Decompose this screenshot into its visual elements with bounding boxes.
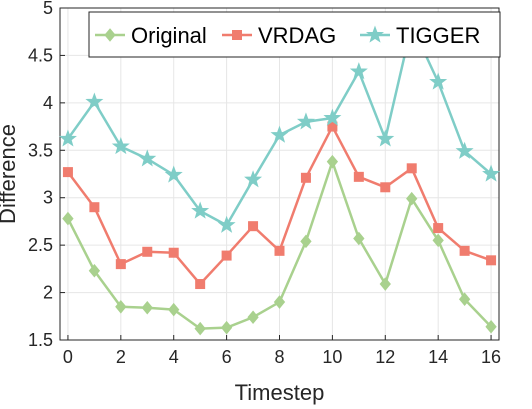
y-tick-label: 2.5 bbox=[28, 235, 53, 255]
legend-box bbox=[88, 11, 501, 58]
data-point-original bbox=[432, 233, 444, 248]
y-tick-label: 3.5 bbox=[28, 140, 53, 160]
grid-lines bbox=[60, 7, 499, 341]
data-point-vrdag bbox=[300, 172, 311, 183]
x-tick-label: 16 bbox=[481, 347, 501, 367]
x-tick-label: 10 bbox=[322, 347, 342, 367]
data-point-original bbox=[326, 154, 339, 169]
y-tick-label: 2 bbox=[43, 283, 53, 303]
x-axis-label: Timestep bbox=[235, 380, 325, 405]
legend-marker bbox=[365, 25, 385, 43]
data-point-tigger bbox=[191, 201, 210, 219]
x-tick-label: 6 bbox=[222, 347, 232, 367]
data-point-vrdag bbox=[248, 221, 259, 232]
x-tick-label: 14 bbox=[428, 347, 448, 367]
legend-entry-vrdag: VRDAG bbox=[222, 23, 336, 48]
data-point-original bbox=[379, 277, 391, 291]
data-point-vrdag bbox=[195, 279, 206, 290]
legend-label: VRDAG bbox=[258, 23, 336, 48]
data-point-vrdag bbox=[168, 247, 179, 258]
data-point-original bbox=[406, 191, 418, 206]
data-point-original bbox=[168, 302, 180, 317]
data-point-vrdag bbox=[274, 245, 285, 256]
data-point-original bbox=[194, 321, 206, 336]
legend: Original VRDAG TIGGER bbox=[88, 11, 501, 58]
series-vrdag bbox=[62, 121, 497, 290]
data-point-vrdag bbox=[353, 171, 364, 182]
legend-marker bbox=[104, 28, 116, 42]
data-point-tigger bbox=[323, 108, 342, 126]
data-point-vrdag bbox=[406, 163, 417, 174]
x-tick-label: 8 bbox=[274, 347, 284, 367]
data-point-vrdag bbox=[142, 246, 153, 257]
y-tick-label: 4 bbox=[43, 93, 53, 113]
data-point-tigger bbox=[270, 125, 289, 143]
data-point-original bbox=[141, 300, 153, 315]
data-point-tigger bbox=[138, 149, 157, 167]
x-tick-label: 0 bbox=[63, 347, 73, 367]
data-point-vrdag bbox=[221, 250, 232, 261]
data-point-tigger bbox=[455, 141, 474, 159]
data-point-tigger bbox=[217, 215, 236, 233]
data-point-vrdag bbox=[327, 121, 338, 132]
series-original bbox=[62, 154, 497, 336]
legend-entry-tigger: TIGGER bbox=[360, 23, 480, 48]
x-axis: 0 2 4 6 8 10 12 14 16 bbox=[63, 335, 501, 367]
data-point-original bbox=[300, 234, 312, 249]
data-point-tigger bbox=[482, 164, 501, 182]
data-point-tigger bbox=[296, 112, 315, 130]
data-point-original bbox=[247, 310, 259, 325]
data-point-tigger bbox=[244, 170, 263, 188]
y-tick-label: 4.5 bbox=[28, 45, 53, 65]
y-tick-label: 1.5 bbox=[28, 330, 53, 350]
data-point-original bbox=[220, 320, 233, 335]
data-point-vrdag bbox=[115, 259, 126, 270]
y-tick-label: 5 bbox=[43, 0, 53, 18]
y-tick-label: 3 bbox=[43, 188, 53, 208]
legend-marker bbox=[232, 30, 242, 40]
data-point-vrdag bbox=[433, 223, 444, 234]
y-axis-label: Difference bbox=[0, 124, 20, 224]
data-point-tigger bbox=[58, 129, 77, 147]
data-point-tigger bbox=[376, 129, 395, 147]
data-point-tigger bbox=[164, 165, 183, 183]
y-axis: 1.5 2 2.5 3 3.5 4 4.5 5 bbox=[28, 0, 65, 350]
data-point-vrdag bbox=[62, 167, 73, 178]
data-point-original bbox=[353, 231, 365, 246]
data-point-original bbox=[273, 295, 286, 309]
data-point-original bbox=[485, 319, 497, 334]
data-point-original bbox=[88, 263, 101, 278]
data-point-tigger bbox=[85, 92, 104, 110]
x-tick-label: 4 bbox=[169, 347, 179, 367]
data-point-original bbox=[62, 211, 74, 226]
data-point-tigger bbox=[429, 72, 448, 90]
x-tick-label: 2 bbox=[116, 347, 126, 367]
data-point-vrdag bbox=[380, 182, 391, 193]
legend-entry-original: Original bbox=[95, 23, 207, 48]
x-tick-label: 12 bbox=[375, 347, 395, 367]
data-point-tigger bbox=[349, 62, 368, 80]
data-point-vrdag bbox=[89, 202, 100, 213]
data-point-vrdag bbox=[486, 255, 497, 266]
data-point-tigger bbox=[111, 137, 130, 155]
data-point-original bbox=[115, 300, 127, 314]
legend-label: Original bbox=[131, 23, 207, 48]
data-point-original bbox=[458, 292, 471, 306]
data-point-vrdag bbox=[459, 245, 470, 256]
legend-label: TIGGER bbox=[396, 23, 480, 48]
